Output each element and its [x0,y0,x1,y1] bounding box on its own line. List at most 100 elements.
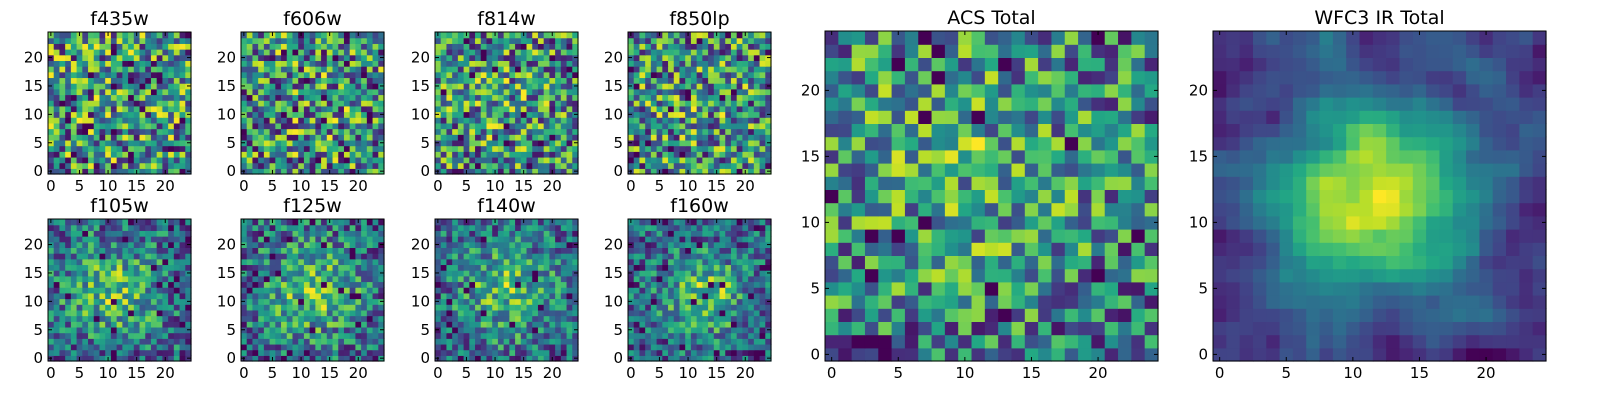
heatmap-cell [321,168,328,175]
heatmap-cell [713,111,721,118]
heatmap-cell [59,287,66,294]
heatmap-cell [303,247,311,254]
heatmap-cell [566,139,573,147]
heatmap-cell [110,134,118,141]
heatmap-cell [162,247,169,254]
heatmap-cell [435,60,442,67]
heatmap-cell [76,156,83,164]
heatmap-cell [526,162,533,169]
heatmap-cell [263,241,271,248]
heatmap-cell [633,122,641,130]
heatmap-cell [315,49,322,56]
heatmap-cell [673,168,681,175]
heatmap-cell [497,247,505,254]
heatmap-cell [65,230,72,237]
heatmap-cell [673,100,681,107]
heatmap-cell [469,100,476,107]
heatmap-cell [645,145,652,152]
heatmap-cell [263,275,271,283]
heatmap-cell [150,122,158,130]
heatmap-cell [355,37,362,44]
heatmap-cell [748,151,755,158]
heatmap-cell [378,134,385,141]
heatmap-cell [70,270,78,277]
heatmap-cell [48,343,55,351]
heatmap-cell [116,122,123,130]
heatmap-cell [549,241,556,248]
heatmap-cell [566,298,573,305]
heatmap-cell [366,105,374,113]
heatmap-cell [82,298,89,305]
heatmap-cell [252,332,259,339]
heatmap-cell [366,60,374,67]
heatmap-cell [446,292,453,300]
heatmap-cell [492,236,499,243]
heatmap-cell [361,304,368,311]
heatmap-cell [263,258,271,266]
heatmap-cell [509,156,516,164]
heatmap-cell [639,349,646,356]
heatmap-cell [252,49,259,56]
heatmap-cell [725,168,732,175]
heatmap-cell [338,321,345,328]
heatmap-cell [515,304,522,311]
heatmap-cell [116,111,123,118]
axes-frame [47,31,192,175]
heatmap-cell [139,321,146,328]
heatmap-cell [122,315,129,322]
heatmap-cell [252,343,259,351]
heatmap-cell [99,355,106,362]
heatmap-cell [286,338,294,345]
heatmap-cell [321,219,328,226]
heatmap-cell [179,88,186,96]
heatmap-cell [88,134,95,141]
heatmap-cell [509,321,516,328]
heatmap-cell [736,151,743,158]
heatmap-cell [88,241,95,248]
heatmap-cell [168,100,175,107]
x-tick-label: 10 [486,364,505,382]
heatmap-cell [150,117,158,124]
heatmap-cell [480,37,488,44]
heatmap-cell [343,236,351,243]
heatmap-cell [349,66,356,73]
heatmap-cell [457,275,465,283]
heatmap-cell [452,224,459,231]
heatmap-cell [469,117,476,124]
heatmap-cell [338,151,345,158]
heatmap-cell [708,134,715,141]
heatmap-cell [321,326,328,334]
heatmap-cell [515,253,522,260]
heatmap-cell [269,111,276,118]
heatmap-cell [765,134,772,141]
heatmap-cell [116,315,123,322]
heatmap-cell [463,309,470,317]
heatmap-cell [59,247,66,254]
heatmap-cell [168,49,175,56]
heatmap-cell [748,49,755,56]
heatmap-cell [332,332,339,339]
heatmap-cell [702,332,709,339]
heatmap-cell [719,304,726,311]
heatmap-cell [713,100,721,107]
heatmap-cell [673,43,681,50]
heatmap-cell [76,253,83,260]
heatmap-cell [173,139,181,147]
heatmap-cell [246,122,254,130]
heatmap-cell [543,287,550,294]
heatmap-cell [309,292,316,300]
heatmap-cell [156,241,163,248]
heatmap-cell [759,145,766,152]
heatmap-cell [503,230,510,237]
heatmap-cell [269,343,276,351]
heatmap-cell [645,105,652,113]
heatmap-cell [168,168,175,175]
heatmap-cell [742,281,749,288]
heatmap-cell [742,94,749,101]
heatmap-cell [349,287,356,294]
heatmap-cell [116,236,123,243]
heatmap-cell [662,60,669,67]
heatmap-cell [349,343,356,351]
heatmap-cell [116,60,123,67]
